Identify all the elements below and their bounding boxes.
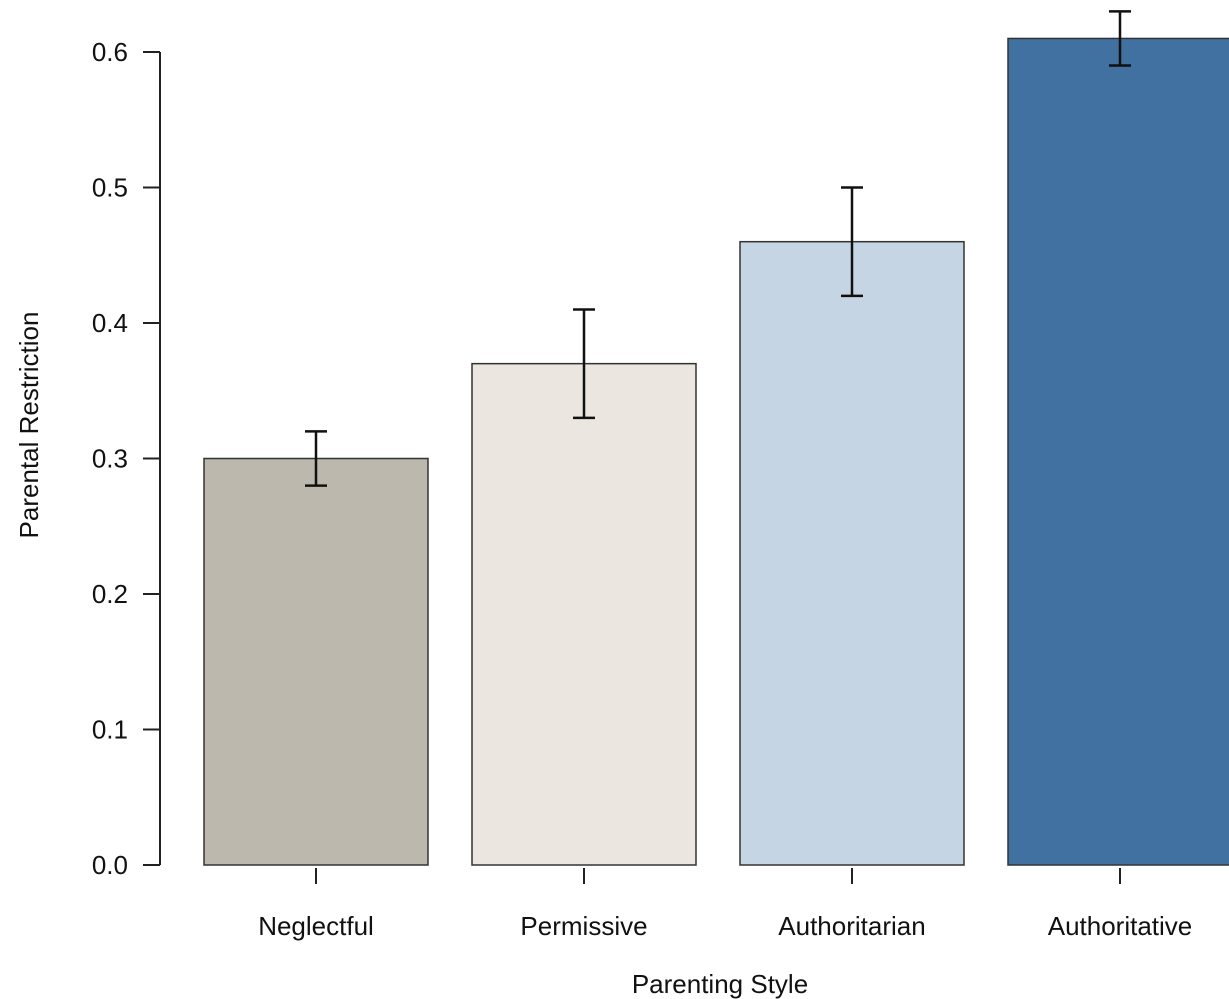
bar-authoritative — [1007, 37, 1229, 866]
error-bar-neglectful — [305, 430, 327, 487]
bar-authoritarian — [739, 240, 965, 866]
y-axis: 0.0 0.1 0.2 0.3 0.4 0.5 0.6 — [92, 37, 161, 880]
bar-neglectful — [203, 457, 429, 866]
y-tick-label: 0.0 — [92, 850, 128, 880]
y-tick-label: 0.3 — [92, 444, 128, 474]
error-bar-authoritarian — [841, 186, 863, 298]
bar-permissive — [471, 362, 697, 866]
y-tick-label: 0.5 — [92, 173, 128, 203]
y-tick-label: 0.6 — [92, 37, 128, 67]
y-tick-label: 0.4 — [92, 308, 128, 338]
x-tick-label: Authoritative — [1048, 911, 1193, 941]
x-tick-label: Permissive — [520, 911, 647, 941]
bars — [203, 37, 1229, 866]
error-bar-authoritative — [1109, 10, 1131, 67]
error-bar-permissive — [573, 308, 595, 420]
y-tick-label: 0.2 — [92, 579, 128, 609]
y-tick-label: 0.1 — [92, 715, 128, 745]
error-bars — [305, 10, 1131, 487]
x-axis: Neglectful Permissive Authoritarian Authori… — [258, 868, 1192, 941]
x-tick-label: Authoritarian — [778, 911, 925, 941]
x-axis-title: Parenting Style — [632, 969, 808, 999]
y-axis-title: Parental Restriction — [14, 312, 44, 539]
x-tick-label: Neglectful — [258, 911, 374, 941]
